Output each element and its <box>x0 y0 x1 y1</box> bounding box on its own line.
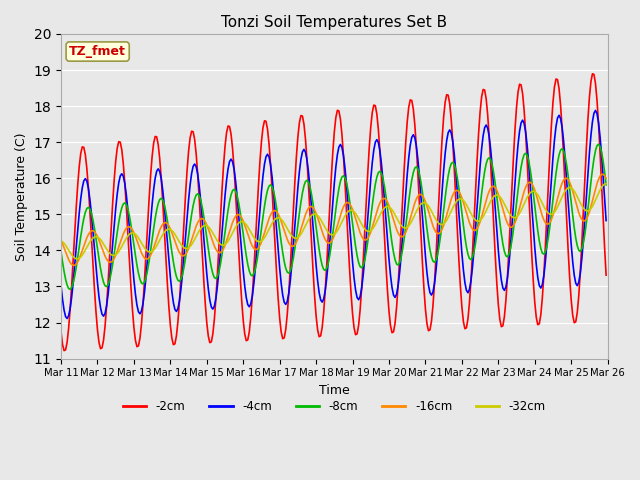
Y-axis label: Soil Temperature (C): Soil Temperature (C) <box>15 132 28 261</box>
Legend: -2cm, -4cm, -8cm, -16cm, -32cm: -2cm, -4cm, -8cm, -16cm, -32cm <box>118 395 550 418</box>
Text: TZ_fmet: TZ_fmet <box>69 45 126 58</box>
X-axis label: Time: Time <box>319 384 349 397</box>
Title: Tonzi Soil Temperatures Set B: Tonzi Soil Temperatures Set B <box>221 15 447 30</box>
